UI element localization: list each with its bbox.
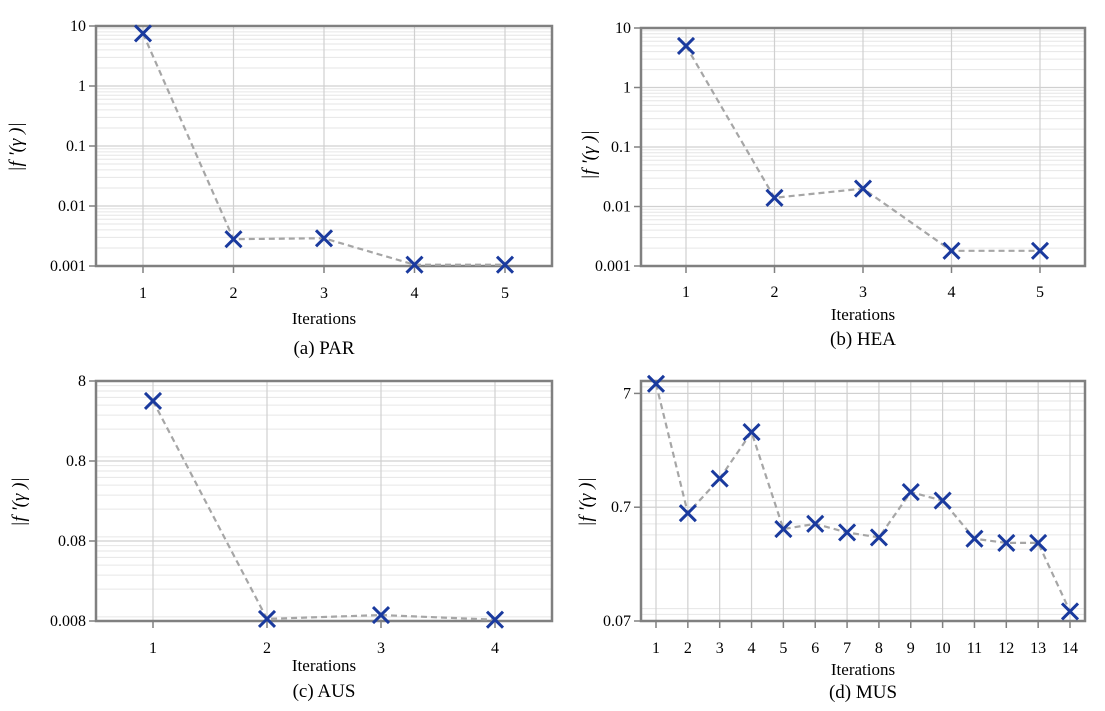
y-axis-label: |f '(γ )|: [576, 477, 597, 526]
x-tick-label: 6: [811, 640, 819, 657]
plot-frame: [639, 379, 1087, 623]
plot-frame: [94, 24, 554, 268]
x-tick-label: 13: [1030, 640, 1046, 657]
x-axis-label: Iterations: [292, 656, 356, 675]
data-point-marker: [742, 423, 761, 442]
x-axis-label: Iterations: [831, 305, 895, 324]
y-tick-label: 10: [615, 20, 631, 37]
x-tick-label: 2: [230, 285, 238, 302]
x-tick-label: 7: [843, 640, 851, 657]
y-axis-label: |f '(γ )|: [579, 130, 600, 179]
x-tick-label: 5: [779, 640, 787, 657]
data-point-marker: [853, 179, 873, 198]
data-point-marker: [710, 469, 729, 488]
x-tick-label: 5: [501, 285, 509, 302]
y-tick-label: 0.1: [66, 138, 86, 155]
y-tick-label: 1: [623, 80, 631, 97]
x-tick-label: 12: [998, 640, 1014, 657]
series-line: [152, 400, 496, 621]
data-point-marker: [838, 523, 857, 542]
data-point-marker: [371, 605, 391, 625]
data-point-marker: [933, 491, 952, 510]
x-tick-label: 1: [149, 640, 157, 657]
data-point-marker: [314, 229, 334, 248]
x-tick-label: 3: [859, 284, 867, 301]
data-point-marker: [495, 255, 515, 274]
x-tick-label: 4: [948, 284, 956, 301]
panel-caption: (b) HEA: [830, 329, 896, 350]
x-tick-label: 9: [907, 640, 915, 657]
y-tick-label: 0.8: [66, 453, 86, 470]
data-point-marker: [997, 533, 1016, 552]
x-tick-label: 4: [491, 640, 499, 657]
data-point-marker: [143, 391, 163, 411]
panel-caption: (c) AUS: [293, 681, 356, 702]
chart-panel: 0.070.771 2 3 4 5 6 7 8 9 10 11 12 13 14Iterations|f …: [576, 374, 1087, 703]
data-point-marker: [133, 24, 153, 43]
x-tick-label: 2: [263, 640, 271, 657]
x-tick-label: 1: [652, 640, 660, 657]
y-axis-label: |f '(γ )|: [6, 122, 27, 171]
data-point-marker: [774, 519, 793, 539]
data-point-marker: [678, 504, 697, 523]
data-point-marker: [965, 529, 984, 548]
data-point-marker: [765, 188, 784, 207]
y-tick-label: 1: [78, 78, 86, 95]
data-point-marker: [869, 528, 888, 547]
data-point-marker: [676, 36, 696, 55]
x-tick-label: 2: [684, 640, 692, 657]
data-point-marker: [1030, 241, 1050, 260]
chart-panel: 0.001 0.01 0.1 1 10 1 2 3 4 5 Iterations |f '(γ )| (…: [6, 18, 554, 359]
x-tick-label: 3: [377, 640, 385, 657]
y-tick-label: 0.7: [611, 499, 631, 516]
y-axis-label: |f '(γ )|: [9, 477, 30, 526]
x-tick-label: 1: [682, 284, 690, 301]
x-tick-label: 11: [967, 640, 982, 657]
data-point-marker: [901, 483, 920, 502]
data-point-marker: [646, 374, 666, 393]
y-tick-label: 0.1: [611, 139, 631, 156]
y-tick-label: 0.08: [58, 533, 86, 550]
x-tick-label: 4: [411, 285, 419, 302]
y-tick-label: 0.07: [603, 613, 631, 630]
data-point-marker: [1029, 533, 1048, 552]
x-tick-label: 3: [716, 640, 724, 657]
x-tick-label: 14: [1062, 640, 1078, 657]
y-tick-label: 0.01: [603, 199, 631, 216]
x-axis-label: Iterations: [292, 309, 356, 328]
chart-panel: 0.001 0.01 0.1 1 10 1 2 3 4 5 Iterations |f '(γ )| (…: [579, 20, 1087, 350]
series-line: [654, 383, 1071, 612]
plot-frame: [94, 379, 554, 623]
y-tick-label: 10: [70, 18, 86, 35]
data-point-marker: [485, 610, 505, 629]
data-point-marker: [806, 514, 825, 533]
panel-caption: (a) PAR: [293, 338, 354, 359]
y-tick-label: 8: [78, 373, 86, 390]
data-point-marker: [257, 609, 277, 628]
x-tick-label: 10: [935, 640, 951, 657]
data-point-marker: [942, 241, 961, 260]
data-point-marker: [405, 255, 424, 274]
y-tick-label: 7: [623, 385, 631, 402]
y-tick-label: 0.01: [58, 198, 86, 215]
x-tick-label: 8: [875, 640, 883, 657]
data-point-marker: [1060, 602, 1080, 621]
data-point-marker: [224, 230, 243, 249]
plot-frame: [639, 26, 1087, 268]
x-axis-label: Iterations: [831, 660, 895, 679]
x-tick-label: 2: [771, 284, 779, 301]
y-tick-label: 0.001: [50, 258, 86, 275]
x-tick-label: 3: [320, 285, 328, 302]
y-tick-label: 0.001: [595, 258, 631, 275]
x-tick-label: 5: [1036, 284, 1044, 301]
y-tick-label: 0.008: [50, 613, 86, 630]
panel-caption: (d) MUS: [829, 682, 897, 703]
x-tick-label: 1: [139, 285, 147, 302]
x-tick-label: 4: [748, 640, 756, 657]
chart-panel: 0.008 0.08 0.8 8 1 2 3 4 Iterations |f '(γ )| (c) …: [9, 373, 554, 702]
